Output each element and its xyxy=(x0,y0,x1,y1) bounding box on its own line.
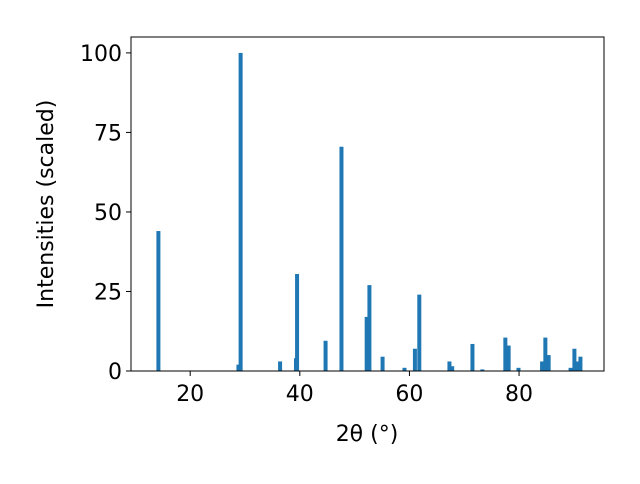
x-tick-label: 80 xyxy=(505,382,533,407)
bar xyxy=(278,361,283,371)
bar xyxy=(543,337,548,371)
bar xyxy=(236,364,241,371)
bar xyxy=(364,316,369,371)
bar xyxy=(367,285,372,371)
y-tick-label: 75 xyxy=(94,121,122,146)
bar xyxy=(506,345,511,371)
bar xyxy=(156,231,161,371)
x-tick-label: 60 xyxy=(395,382,423,407)
plot-frame xyxy=(130,36,605,372)
y-tick-label: 25 xyxy=(94,280,122,305)
bar xyxy=(323,340,328,371)
y-axis-label: Intensities (scaled) xyxy=(34,100,59,309)
bar xyxy=(568,367,573,371)
bar xyxy=(572,348,577,371)
bar xyxy=(575,361,580,371)
bar xyxy=(412,348,417,371)
bar xyxy=(447,361,452,371)
bar xyxy=(450,366,455,371)
x-axis-label: 2θ (°) xyxy=(336,422,399,447)
bar xyxy=(540,361,545,371)
bar xyxy=(402,367,407,371)
y-tick-label: 50 xyxy=(94,201,122,226)
bar xyxy=(470,343,475,371)
bar xyxy=(238,52,243,372)
bar xyxy=(480,369,485,371)
y-tick-label: 0 xyxy=(108,360,122,385)
bar xyxy=(295,273,300,371)
bar xyxy=(417,294,422,371)
bar xyxy=(380,356,385,371)
bar xyxy=(516,367,521,371)
x-tick-label: 40 xyxy=(286,382,314,407)
x-tick-label: 20 xyxy=(176,382,204,407)
bar xyxy=(503,337,508,371)
bar xyxy=(546,355,551,371)
y-tick-label: 100 xyxy=(80,42,122,67)
bar xyxy=(578,356,583,371)
bar xyxy=(339,146,344,371)
